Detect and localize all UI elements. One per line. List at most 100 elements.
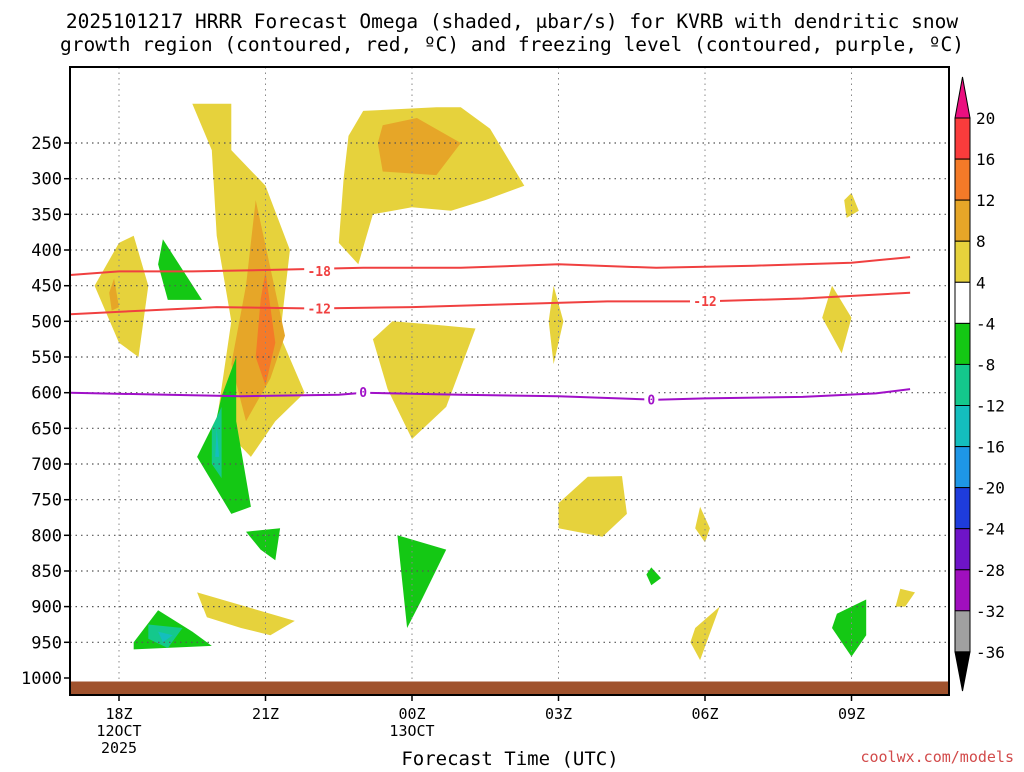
contour-label-bg-2-1: [644, 391, 659, 408]
colorbar-bin-9: [954, 446, 971, 489]
x-tick-label-09Z: 09Z: [838, 705, 865, 723]
y-tick-label-750: 750: [31, 491, 62, 511]
omega-region-4-6: [822, 285, 852, 354]
colorbar-arrow-bottom: [954, 651, 971, 692]
ground-fill: [70, 681, 949, 695]
omega-region-4-8: [197, 592, 295, 636]
omega-region-8-13: [377, 118, 461, 176]
x-tick-sublabel-18Z: 12OCT: [96, 722, 141, 740]
colorbar-bin-4: [954, 240, 971, 283]
omega-region--4-22: [832, 599, 867, 657]
contour-label-bg-1-1: [690, 293, 720, 310]
colorbar-label-4: 4: [976, 273, 986, 292]
y-tick-label-450: 450: [31, 277, 62, 297]
x-axis-label: Forecast Time (UTC): [401, 748, 618, 768]
colorbar-bin-3: [954, 199, 971, 242]
colorbar-bin-12: [954, 569, 971, 612]
colorbar-label-7: -12: [976, 397, 1005, 416]
omega-region--4-18: [246, 528, 281, 561]
omega-region-4-10: [690, 606, 720, 661]
colorbar-bin-11: [954, 528, 971, 571]
colorbar-label-12: -32: [976, 602, 1005, 621]
gridlines: [70, 67, 949, 695]
y-tick-label-300: 300: [31, 170, 62, 190]
y-tick-label-800: 800: [31, 526, 62, 546]
x-tick-label-00Z: 00Z: [398, 705, 425, 723]
colorbar-bin-8: [954, 405, 971, 448]
contour-label-1-0: -12: [307, 303, 330, 318]
omega-region-4-2: [94, 235, 149, 357]
omega-region--4-16: [158, 239, 202, 300]
y-tick-label-550: 550: [31, 348, 62, 368]
x-tick-label-18Z: 18Z: [105, 705, 132, 723]
x-tick-label-06Z: 06Z: [691, 705, 718, 723]
omega-region-8-12: [231, 200, 285, 422]
contour-label-2-1: 0: [647, 393, 655, 408]
omega-region--4-19: [397, 535, 447, 628]
colorbar-label-9: -20: [976, 479, 1005, 498]
contour-label-2-0: 0: [359, 386, 367, 401]
y-tick-label-1000: 1000: [21, 669, 62, 689]
omega-region-8-14: [109, 278, 119, 311]
colorbar-label-1: 16: [976, 150, 995, 169]
colorbar-bin-5: [954, 281, 971, 324]
y-tick-label-850: 850: [31, 562, 62, 582]
y-tick-label-950: 950: [31, 633, 62, 653]
colorbar-label-5: -4: [976, 314, 995, 333]
colorbar-bin-2: [954, 158, 971, 201]
colorbar-bin-6: [954, 322, 971, 365]
colorbar: 20 16 12 8 4 -4 -8 -12 -16 -20 -24 -28 -32 -36: [954, 76, 1005, 692]
y-tick-label-250: 250: [31, 134, 62, 154]
x-tick-sublabel2-18Z: 2025: [101, 739, 137, 757]
y-tick-label-650: 650: [31, 419, 62, 439]
watermark: coolwx.com/models: [860, 748, 1014, 766]
omega-shading-layer: [94, 103, 915, 661]
colorbar-label-3: 8: [976, 232, 986, 251]
x-tick-sublabel-00Z: 13OCT: [389, 722, 434, 740]
colorbar-label-2: 12: [976, 191, 995, 210]
omega-region--4-21: [646, 567, 661, 586]
contour-line-2: [70, 388, 911, 401]
plot-frame: [69, 66, 950, 696]
omega-region-4-5: [558, 476, 627, 537]
omega-region--12-26: [215, 428, 220, 457]
contour-label-1-1: -12: [693, 295, 716, 310]
contour-label-bg-2-0: [356, 384, 371, 401]
x-tick-label-21Z: 21Z: [252, 705, 279, 723]
contour-layer: -18 -12 -12 0 0: [70, 256, 911, 408]
y-tick-label-500: 500: [31, 312, 62, 332]
contour-label-bg-0-0: [304, 263, 335, 280]
contour-label-0-0: -18: [307, 265, 331, 280]
chart-title-line1: 2025101217 HRRR Forecast Omega (shaded, …: [66, 10, 958, 33]
colorbar-bin-10: [954, 487, 971, 530]
omega-region-4-3: [372, 321, 476, 439]
y-tick-label-700: 700: [31, 455, 62, 475]
y-axis-ticks: 250 300 350 400 450 500 550 600 650 700 750 800 850 9…: [21, 134, 70, 689]
x-tick-label-03Z: 03Z: [545, 705, 572, 723]
omega-region--4-17: [197, 357, 251, 514]
omega-region-4-9: [695, 506, 710, 543]
colorbar-label-11: -28: [976, 561, 1005, 580]
colorbar-bin-7: [954, 363, 971, 406]
colorbar-label-0: 20: [976, 109, 995, 128]
omega-region--12-25: [158, 631, 173, 643]
colorbar-label-8: -16: [976, 438, 1005, 457]
ground-layer: [70, 681, 949, 695]
omega-region-4-4: [548, 285, 564, 365]
omega-region-12-15: [255, 271, 276, 386]
y-tick-label-400: 400: [31, 241, 62, 261]
y-tick-label-900: 900: [31, 598, 62, 618]
contour-label-bg-1-0: [304, 301, 335, 318]
colorbar-label-10: -24: [976, 520, 1005, 539]
colorbar-bin-1: [954, 117, 971, 160]
omega-region-4-11: [895, 588, 915, 607]
colorbar-label-6: -8: [976, 355, 995, 374]
colorbar-label-13: -36: [976, 643, 1005, 662]
colorbar-arrow-top: [954, 76, 971, 119]
contour-line-1: [70, 291, 911, 316]
colorbar-bin-13: [954, 610, 971, 653]
y-tick-label-350: 350: [31, 205, 62, 225]
